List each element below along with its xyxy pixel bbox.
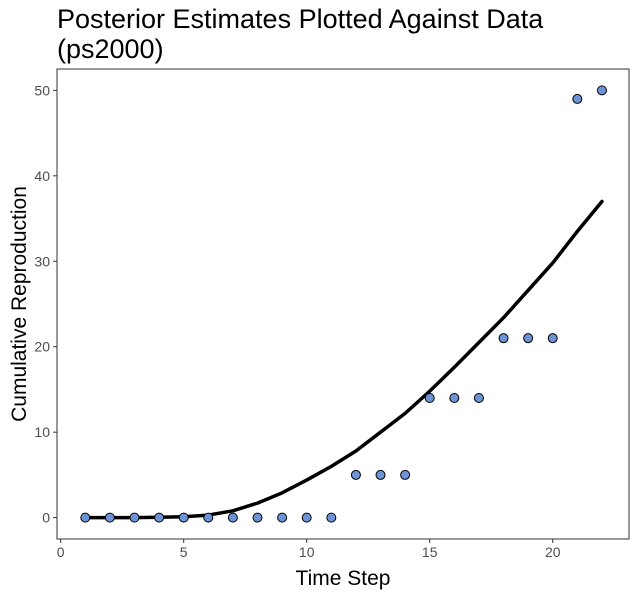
data-point (547, 333, 558, 344)
data-point (129, 512, 140, 523)
y-tick-label: 20 (34, 339, 50, 355)
plot-panel-border (56, 68, 630, 540)
data-point (375, 469, 386, 480)
data-point (80, 512, 91, 523)
data-point (104, 512, 115, 523)
series-layer (80, 85, 607, 523)
x-tick-label: 5 (180, 544, 188, 560)
data-point (203, 512, 214, 523)
data-point (400, 469, 411, 480)
data-point (473, 393, 484, 403)
data-point (498, 333, 509, 344)
chart-title: Posterior Estimates Plotted Against Data… (57, 4, 627, 64)
data-point (350, 469, 361, 480)
x-tick-label: 10 (299, 544, 315, 560)
chart-subtitle-line: (ps2000) (57, 34, 164, 64)
x-tick-label: 0 (57, 544, 65, 560)
data-point (424, 393, 435, 403)
posterior-estimate-line (83, 199, 604, 520)
data-point (572, 93, 583, 104)
data-point (326, 512, 337, 523)
y-tick-label: 10 (34, 424, 50, 440)
y-axis-title: Cumulative Reproduction (8, 186, 31, 422)
y-tick-label: 0 (42, 510, 50, 526)
data-point (449, 393, 460, 403)
x-tick-label: 20 (545, 544, 561, 560)
y-tick-label: 40 (34, 168, 50, 184)
x-tick-label: 15 (422, 544, 438, 560)
data-point (227, 512, 238, 523)
data-point (523, 333, 534, 344)
y-tick-label: 50 (34, 82, 50, 98)
data-point (277, 512, 288, 523)
chart-title-line: Posterior Estimates Plotted Against Data (57, 4, 544, 34)
y-tick-label: 30 (34, 253, 50, 269)
data-point (596, 85, 607, 96)
x-axis: 0 5 10 15 20 (57, 539, 561, 560)
data-point (252, 512, 263, 523)
y-axis: 0 10 20 30 40 50 (34, 82, 57, 526)
data-point (178, 512, 189, 523)
data-point (154, 512, 165, 523)
data-point (301, 512, 312, 523)
x-axis-title: Time Step (296, 567, 391, 590)
